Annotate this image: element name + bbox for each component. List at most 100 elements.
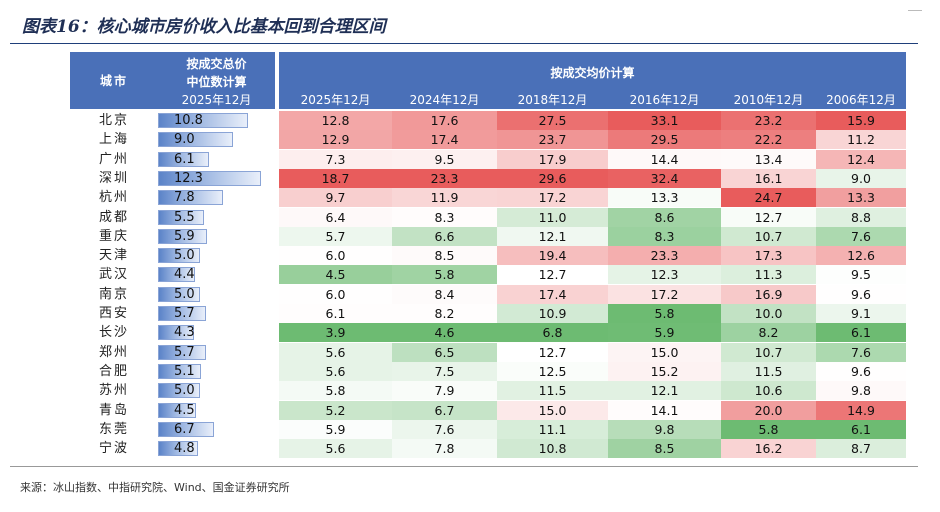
avg-price-cell: 10.7 [721,342,816,362]
avg-price-cell: 5.9 [279,419,392,439]
avg-price-cell: 15.2 [608,361,721,381]
header-band-left [70,52,275,109]
header-avg-group: 按成交均价计算 [550,66,635,80]
table-row-city: 长沙 [98,325,129,341]
total-price-bar-cell: 4.5 [158,402,275,419]
avg-price-cell: 7.6 [816,342,906,362]
header-total-line3: 2025年12月 [181,93,252,107]
avg-price-cell: 12.1 [608,381,721,401]
avg-price-cell: 23.7 [497,130,608,150]
avg-price-cell: 6.6 [392,226,497,246]
total-price-bar [158,402,196,418]
avg-price-cell: 23.2 [721,111,816,130]
avg-price-cell: 7.6 [816,226,906,246]
avg-price-cell: 8.8 [816,207,906,227]
avg-price-cell: 4.6 [392,323,497,343]
header-year: 2018年12月 [517,93,588,107]
avg-price-cell: 17.2 [497,188,608,208]
total-price-value: 12.3 [174,170,203,186]
total-price-value: 5.1 [174,363,195,379]
avg-price-cell: 19.4 [497,246,608,266]
avg-price-cell: 6.1 [816,323,906,343]
table-row-city: 西安 [98,306,129,321]
avg-price-cell: 8.5 [608,439,721,459]
avg-price-cell: 5.8 [721,419,816,439]
total-price-bar [158,248,200,264]
avg-price-cell: 9.5 [816,265,906,285]
chart-title: 图表16：核心城市房价收入比基本回到合理区间 [22,17,386,37]
avg-price-cell: 6.1 [816,419,906,439]
avg-price-cell: 8.4 [392,284,497,304]
total-price-bar-cell: 7.8 [158,189,275,206]
avg-price-cell: 12.9 [279,130,392,150]
header-year: 2016年12月 [629,93,700,107]
total-price-bar [158,113,249,128]
total-price-bar [158,441,199,457]
avg-price-cell: 7.3 [279,149,392,169]
total-price-value: 7.8 [174,190,195,206]
avg-price-cell: 12.5 [497,361,608,381]
total-price-bar [158,228,208,244]
total-price-bar [158,421,214,437]
avg-price-cell: 10.0 [721,304,816,323]
total-price-bar-cell: 4.8 [158,440,275,457]
table-row-city: 合肥 [98,363,129,379]
source-note: 来源：冰山指数、中指研究院、Wind、国金证券研究所 [20,481,290,494]
total-price-bar [158,325,194,341]
total-price-bar-cell: 5.7 [158,305,275,322]
avg-price-cell: 8.7 [816,439,906,459]
avg-price-cell: 17.4 [497,284,608,304]
total-price-bar-cell: 5.9 [158,228,275,245]
avg-price-cell: 9.5 [392,149,497,169]
table-row-city: 青岛 [98,402,129,418]
total-price-bar-cell: 5.5 [158,209,275,226]
total-price-bar-cell: 5.0 [158,382,275,399]
total-price-value: 6.7 [174,421,195,437]
avg-price-cell: 22.2 [721,130,816,150]
total-price-value: 5.5 [174,209,195,225]
total-price-bar-cell: 9.0 [158,131,275,148]
table-row-city: 成都 [98,209,129,225]
avg-price-cell: 10.8 [497,439,608,459]
total-price-value: 5.0 [174,248,195,264]
avg-price-cell: 12.1 [497,226,608,246]
avg-price-cell: 12.3 [608,265,721,285]
avg-price-cell: 29.6 [497,168,608,188]
avg-price-cell: 9.6 [816,284,906,304]
total-price-bar-cell: 12.3 [158,170,275,187]
avg-price-cell: 33.1 [608,111,721,130]
avg-price-cell: 5.8 [279,381,392,401]
total-price-bar [158,209,204,225]
avg-price-cell: 5.6 [279,342,392,362]
avg-price-cell: 17.2 [608,284,721,304]
avg-price-cell: 14.4 [608,149,721,169]
avg-price-cell: 16.1 [721,168,816,188]
total-price-bar [158,151,209,167]
avg-price-cell: 8.3 [392,207,497,227]
avg-price-cell: 9.0 [816,168,906,188]
avg-price-cell: 17.6 [392,111,497,130]
avg-price-cell: 12.8 [279,111,392,130]
avg-price-cell: 6.1 [279,304,392,323]
avg-price-cell: 24.7 [721,188,816,208]
avg-price-cell: 11.1 [497,419,608,439]
avg-price-cell: 23.3 [392,168,497,188]
total-price-bar-cell: 5.7 [158,344,275,361]
header-year: 2010年12月 [733,93,804,107]
avg-price-cell: 6.8 [497,323,608,343]
avg-price-cell: 10.6 [721,381,816,401]
avg-price-cell: 16.9 [721,284,816,304]
avg-price-cell: 29.5 [608,130,721,150]
table-row-city: 苏州 [98,383,129,399]
header-year: 2025年12月 [300,93,371,107]
total-price-bar [158,267,195,283]
header-band-right [279,52,906,109]
title-rule [10,43,918,44]
avg-price-cell: 9.8 [816,381,906,401]
total-price-value: 4.8 [174,441,195,457]
avg-price-cell: 17.4 [392,130,497,150]
total-price-bar-cell: 5.0 [158,247,275,264]
avg-price-cell: 11.9 [392,188,497,208]
avg-price-cell: 23.3 [608,246,721,266]
avg-price-cell: 20.0 [721,400,816,420]
